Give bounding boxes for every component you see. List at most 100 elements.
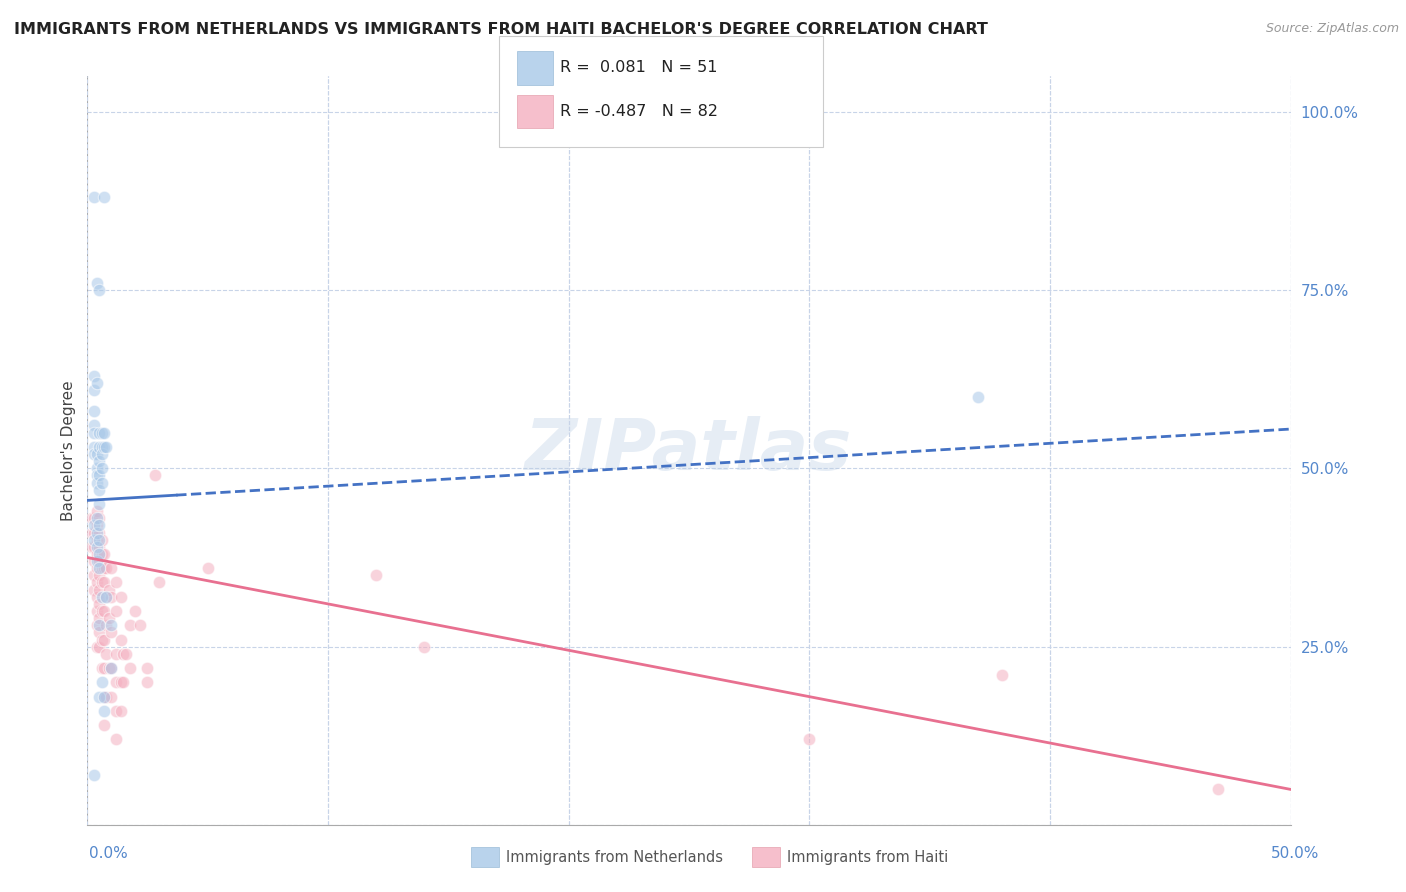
Text: R = -0.487   N = 82: R = -0.487 N = 82	[560, 104, 717, 119]
Point	[89, 625, 111, 640]
Text: 0.0%: 0.0%	[89, 847, 128, 861]
Point	[96, 561, 118, 575]
Point	[80, 540, 103, 554]
Point	[90, 590, 112, 604]
Point	[96, 618, 118, 632]
Point	[90, 447, 112, 461]
Point	[413, 640, 436, 654]
Point	[90, 440, 112, 454]
Point	[148, 575, 170, 590]
Point	[90, 561, 112, 575]
Point	[83, 440, 105, 454]
Point	[110, 590, 132, 604]
Point	[93, 190, 115, 204]
Point	[86, 376, 108, 390]
Point	[1208, 782, 1230, 797]
Point	[89, 554, 111, 568]
Point	[89, 497, 111, 511]
Point	[83, 425, 105, 440]
Point	[83, 533, 105, 547]
Point	[799, 732, 821, 747]
Point	[86, 461, 108, 475]
Point	[136, 675, 159, 690]
Point	[93, 440, 115, 454]
Point	[90, 575, 112, 590]
Point	[83, 525, 105, 540]
Point	[100, 690, 122, 704]
Point	[83, 518, 105, 533]
Point	[93, 632, 115, 647]
Point	[89, 640, 111, 654]
Point	[105, 704, 128, 718]
Point	[90, 461, 112, 475]
Point	[83, 368, 105, 383]
Point	[83, 447, 105, 461]
Point	[96, 690, 118, 704]
Point	[83, 511, 105, 525]
Point	[89, 561, 111, 575]
Point	[100, 625, 122, 640]
Text: R =  0.081   N = 51: R = 0.081 N = 51	[560, 61, 717, 75]
Point	[112, 647, 135, 661]
Point	[89, 283, 111, 297]
Point	[86, 525, 108, 540]
Point	[97, 661, 120, 675]
Point	[86, 511, 108, 525]
Y-axis label: Bachelor's Degree: Bachelor's Degree	[60, 380, 76, 521]
Point	[86, 533, 108, 547]
Point	[86, 475, 108, 490]
Point	[97, 582, 120, 597]
Point	[114, 647, 136, 661]
Point	[83, 582, 105, 597]
Point	[86, 518, 108, 533]
Point	[86, 561, 108, 575]
Point	[89, 582, 111, 597]
Point	[112, 675, 135, 690]
Point	[93, 547, 115, 561]
Point	[90, 475, 112, 490]
Point	[89, 468, 111, 483]
Point	[86, 276, 108, 290]
Point	[83, 383, 105, 397]
Point	[105, 732, 128, 747]
Point	[86, 618, 108, 632]
Point	[93, 690, 115, 704]
Point	[96, 440, 118, 454]
Point	[93, 704, 115, 718]
Point	[86, 640, 108, 654]
Point	[120, 618, 142, 632]
Point	[120, 661, 142, 675]
Point	[89, 483, 111, 497]
Point	[100, 561, 122, 575]
Point	[83, 190, 105, 204]
Point	[93, 604, 115, 618]
Point	[93, 561, 115, 575]
Point	[100, 590, 122, 604]
Text: IMMIGRANTS FROM NETHERLANDS VS IMMIGRANTS FROM HAITI BACHELOR'S DEGREE CORRELATI: IMMIGRANTS FROM NETHERLANDS VS IMMIGRANT…	[14, 22, 988, 37]
Point	[86, 554, 108, 568]
Point	[89, 547, 111, 561]
Point	[100, 618, 122, 632]
Point	[86, 604, 108, 618]
Point	[83, 554, 105, 568]
Point	[83, 418, 105, 433]
Point	[143, 468, 166, 483]
Point	[86, 447, 108, 461]
Point	[124, 604, 146, 618]
Point	[966, 390, 988, 404]
Point	[89, 597, 111, 611]
Point	[89, 568, 111, 582]
Point	[96, 590, 118, 604]
Point	[89, 618, 111, 632]
Text: 50.0%: 50.0%	[1271, 847, 1319, 861]
Point	[97, 611, 120, 625]
Point	[89, 511, 111, 525]
Point	[991, 668, 1014, 682]
Point	[93, 690, 115, 704]
Point	[197, 561, 219, 575]
Point	[86, 504, 108, 518]
Point	[110, 704, 132, 718]
Point	[89, 525, 111, 540]
Point	[90, 425, 112, 440]
Point	[90, 632, 112, 647]
